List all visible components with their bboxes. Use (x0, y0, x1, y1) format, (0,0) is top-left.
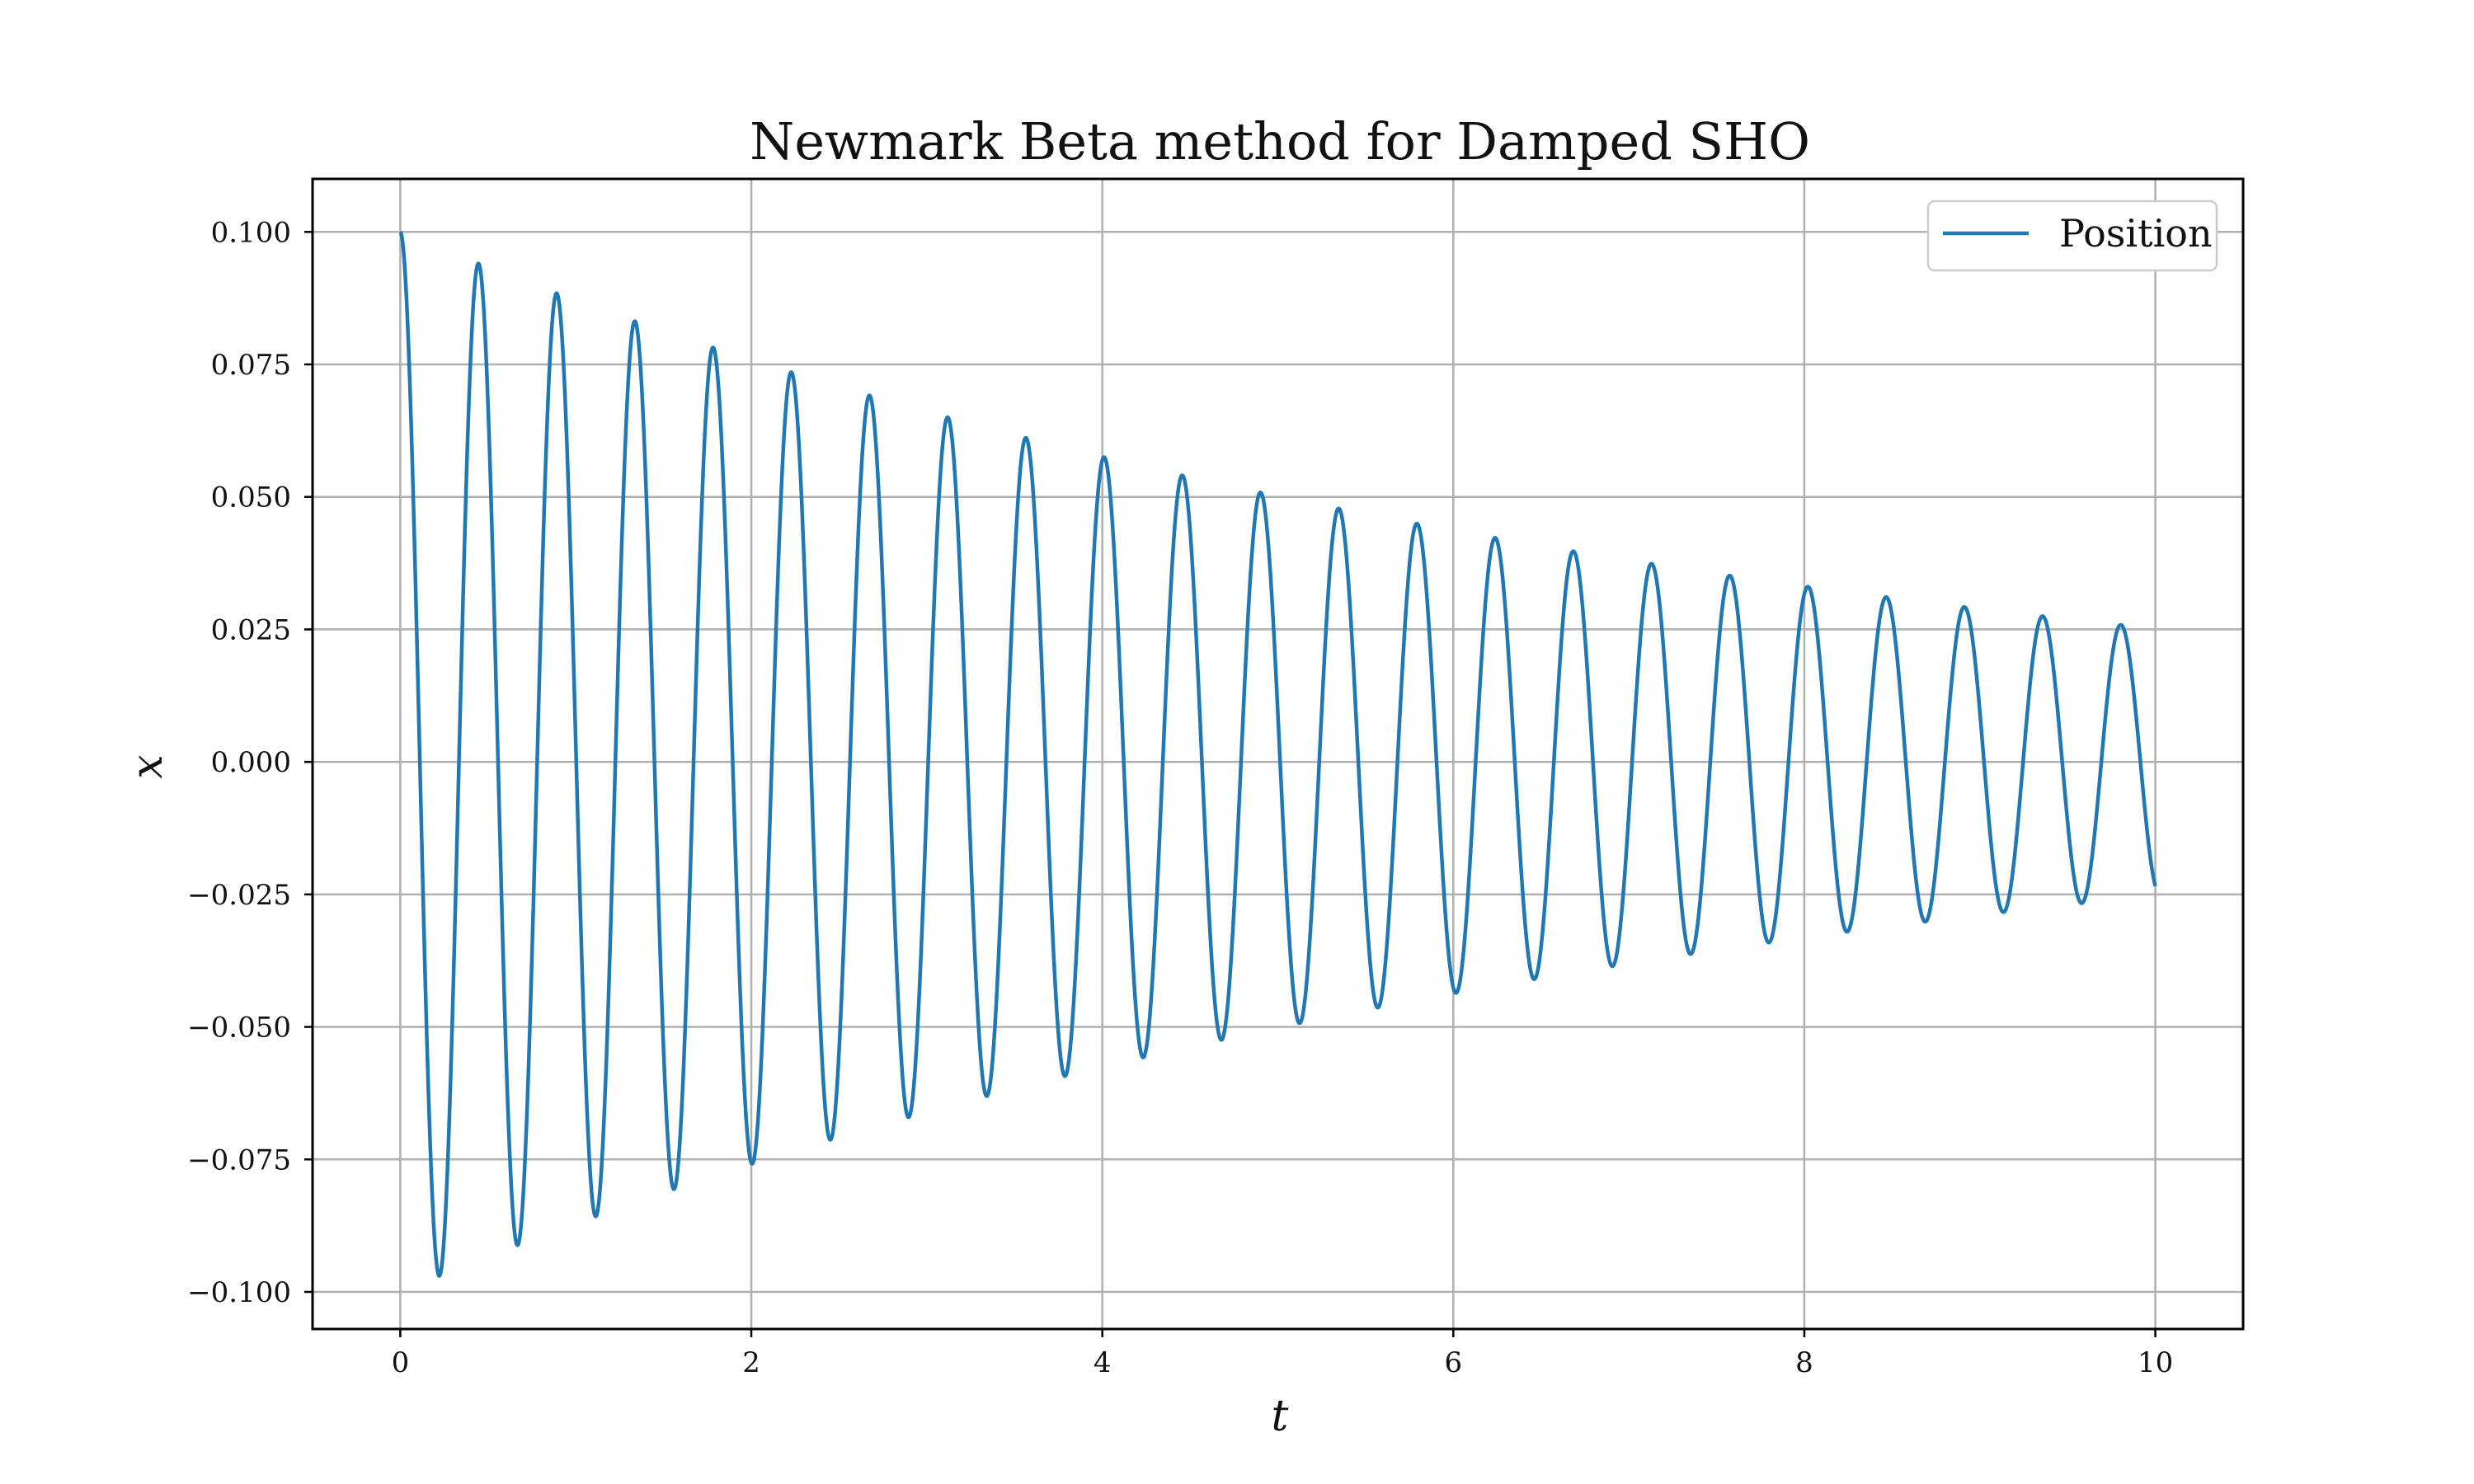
y-tick-label: −0.025 (187, 879, 291, 912)
x-tick-label: 8 (1795, 1346, 1813, 1379)
plot-area-frame (311, 177, 2245, 1331)
x-grid-lines (399, 179, 2157, 1329)
position-series-line (398, 230, 2157, 1278)
y-axis-label: x (123, 754, 172, 778)
y-tick-label: −0.100 (187, 1276, 291, 1309)
y-tick-label: 0.000 (211, 746, 291, 779)
x-axis-label: t (1272, 1392, 1289, 1441)
y-tick-label: 0.025 (211, 613, 291, 646)
x-axis-ticks: 0 2 4 6 8 10 (392, 1329, 2173, 1379)
y-tick-label: 0.100 (211, 216, 291, 249)
y-tick-label: −0.075 (187, 1144, 291, 1176)
legend-label-position: Position (2059, 211, 2213, 256)
x-tick-label: 10 (2138, 1346, 2173, 1379)
y-tick-label: −0.050 (187, 1012, 291, 1045)
legend: Position (1926, 200, 2218, 272)
y-axis-ticks: 0.100 0.075 0.050 0.025 0.000 −0.025 −0.050 −0.… (187, 216, 313, 1309)
y-tick-label: 0.075 (211, 349, 291, 382)
y-tick-label: 0.050 (211, 481, 291, 514)
x-tick-label: 0 (392, 1346, 410, 1379)
chart-title: Newmark Beta method for Damped SHO (750, 111, 1810, 171)
x-tick-label: 6 (1444, 1346, 1462, 1379)
x-tick-label: 4 (1094, 1346, 1112, 1379)
legend-box (1926, 200, 2218, 272)
y-grid-lines (313, 231, 2243, 1294)
x-tick-label: 2 (742, 1346, 760, 1379)
